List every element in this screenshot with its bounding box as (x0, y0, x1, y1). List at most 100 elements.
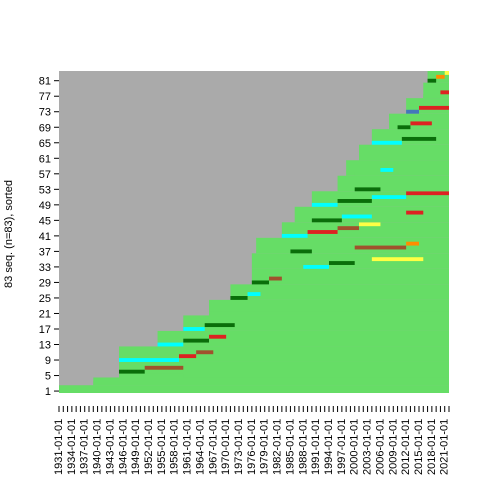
x-tick-label: 2000-01-01 (349, 419, 361, 475)
sequence-segment (119, 369, 145, 374)
x-tick-label: 1985-01-01 (284, 419, 296, 475)
x-tick-label: 1931-01-01 (53, 419, 65, 475)
sequence-segment (436, 74, 445, 79)
x-tick-label: 2003-01-01 (362, 419, 374, 475)
x-tick-label: 1988-01-01 (297, 419, 309, 475)
sequence-segment (406, 241, 419, 246)
sequence-segment (311, 202, 338, 207)
sequence-segment (303, 264, 329, 269)
sequence-segment (251, 280, 269, 285)
x-tick-label: 1967-01-01 (207, 419, 219, 475)
sequence-segment (427, 78, 437, 83)
x-tick-label: 1994-01-01 (323, 419, 335, 475)
y-axis: 1 5 9 13 17 21 25 29 33 37 41 45 49 53 57 61 65 69 73 77 81 (39, 76, 59, 398)
y-tick-label: 57 (39, 169, 51, 181)
x-tick-label: 1949-01-01 (130, 419, 142, 475)
sequence-segment (371, 195, 407, 200)
sequence-band (119, 361, 449, 378)
sequence-segment (371, 140, 402, 145)
sequence-segment (406, 109, 419, 114)
y-tick-label: 73 (39, 107, 51, 119)
y-tick-label: 21 (39, 308, 51, 320)
sequence-segment (281, 233, 308, 238)
y-tick-label: 25 (39, 293, 51, 305)
sequence-segment (93, 381, 450, 386)
sequence-segment (397, 125, 411, 130)
x-tick-label: 2006-01-01 (374, 419, 386, 475)
x-tick-label: 1991-01-01 (310, 419, 322, 475)
y-tick-label: 69 (39, 122, 51, 134)
y-tick-label: 13 (39, 340, 51, 352)
x-tick-label: 2018-01-01 (426, 419, 438, 475)
sequence-segment (337, 199, 372, 203)
y-tick-label: 65 (39, 138, 51, 150)
x-tick-label: 2015-01-01 (413, 419, 425, 475)
y-tick-label: 61 (39, 153, 51, 165)
y-tick-label: 33 (39, 262, 51, 274)
sequence-band (251, 268, 449, 285)
sequence-segment (354, 187, 381, 192)
sequence-band (183, 315, 450, 331)
y-tick-label: 9 (45, 355, 51, 367)
sequence-segment (337, 226, 359, 231)
x-tick-label: 1982-01-01 (272, 419, 284, 475)
sequence-segment (59, 389, 449, 393)
x-tick-label: 1958-01-01 (169, 419, 181, 475)
sequence-segment (119, 358, 179, 362)
sequence-segment (406, 210, 424, 215)
sequence-segment (204, 323, 235, 328)
sequence-segment (183, 327, 205, 331)
sequence-segment (269, 276, 282, 281)
sequence-segment (183, 338, 209, 343)
sequence-segment (354, 171, 381, 176)
sequence-segment (329, 261, 355, 265)
x-tick-label: 2012-01-01 (400, 419, 412, 475)
sequence-segment (307, 230, 338, 234)
sequence-segment (209, 311, 449, 316)
x-tick-label: 1970-01-01 (220, 419, 232, 475)
y-tick-label: 17 (39, 324, 51, 336)
x-tick-label: 1946-01-01 (117, 419, 129, 475)
sequence-segment (440, 90, 449, 95)
x-tick-label: 1961-01-01 (182, 419, 194, 475)
sequence-segment (419, 105, 449, 110)
plot-area (59, 71, 450, 393)
sequence-segment (230, 296, 248, 300)
y-tick-label: 77 (39, 91, 51, 103)
x-tick-label: 1976-01-01 (246, 419, 258, 475)
x-tick-label: 1964-01-01 (194, 419, 206, 475)
y-tick-label: 1 (45, 386, 51, 398)
sequence-segment (179, 354, 197, 359)
sequence-band (230, 284, 449, 300)
y-tick-label: 45 (39, 215, 51, 227)
sequence-segment (290, 249, 312, 254)
sequence-segment (380, 167, 394, 172)
sequence-segment (119, 373, 184, 378)
sequence-band (337, 175, 449, 192)
x-tick-label: 1934-01-01 (66, 419, 78, 475)
sequence-segment (196, 350, 214, 355)
y-tick-label: 41 (39, 231, 51, 243)
x-tick-label: 1937-01-01 (79, 419, 91, 475)
sequence-segment (144, 365, 184, 370)
sequence-segment (311, 218, 342, 223)
sequence-segment (423, 94, 441, 99)
sequence-segment (341, 214, 372, 219)
sequence-band (346, 160, 449, 176)
x-tick-label: 1943-01-01 (104, 419, 116, 475)
sequence-segment (354, 245, 407, 250)
y-tick-label: 49 (39, 200, 51, 212)
sequence-segment (209, 334, 227, 339)
sequence-segment (371, 257, 424, 262)
y-axis-label: 83 seq. (n=83), sorted (3, 180, 15, 288)
sequence-segment (410, 121, 432, 126)
sequence-segment (359, 156, 449, 161)
sequence-segment (406, 191, 449, 196)
x-tick-label: 1979-01-01 (259, 419, 271, 475)
x-tick-label: 1952-01-01 (143, 419, 155, 475)
sequence-segment (401, 136, 437, 141)
sequence-band (157, 330, 450, 347)
x-tick-label: 1973-01-01 (233, 419, 245, 475)
